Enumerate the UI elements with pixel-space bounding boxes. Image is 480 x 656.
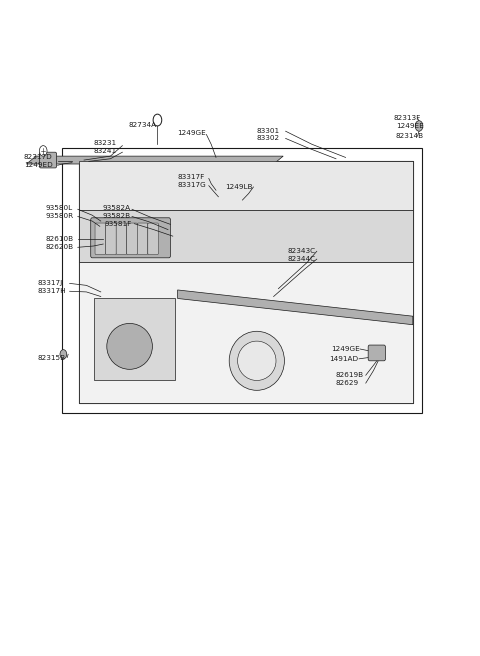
Text: 83301: 83301 <box>257 128 280 134</box>
Text: 82343C: 82343C <box>287 248 315 255</box>
Ellipse shape <box>229 331 285 390</box>
FancyBboxPatch shape <box>116 223 127 255</box>
Text: 93580L: 93580L <box>46 205 73 211</box>
Text: 82317D: 82317D <box>24 154 53 161</box>
Text: 83317F: 83317F <box>178 174 205 180</box>
FancyBboxPatch shape <box>39 152 57 168</box>
Circle shape <box>153 114 162 126</box>
Text: 1249LB: 1249LB <box>226 184 253 190</box>
Text: 82344C: 82344C <box>287 256 315 262</box>
Polygon shape <box>94 298 175 380</box>
Text: 82314B: 82314B <box>396 133 424 139</box>
Circle shape <box>415 121 423 131</box>
Text: 93581F: 93581F <box>105 220 132 227</box>
FancyBboxPatch shape <box>91 218 170 258</box>
Polygon shape <box>79 262 413 403</box>
Text: 82313F: 82313F <box>394 115 421 121</box>
Ellipse shape <box>238 341 276 380</box>
Text: 82619B: 82619B <box>336 372 364 379</box>
Text: 1249GE: 1249GE <box>178 130 206 136</box>
Text: 1249GE: 1249GE <box>331 346 360 352</box>
Circle shape <box>39 146 47 156</box>
Text: 82629: 82629 <box>336 380 359 386</box>
Polygon shape <box>178 290 413 325</box>
Text: 93582B: 93582B <box>102 213 131 219</box>
Text: 93580R: 93580R <box>46 213 74 219</box>
Text: 1249EE: 1249EE <box>396 123 424 129</box>
Text: 83317G: 83317G <box>178 182 206 188</box>
FancyBboxPatch shape <box>106 223 116 255</box>
FancyBboxPatch shape <box>127 223 137 255</box>
Text: 93582A: 93582A <box>102 205 131 211</box>
Text: 1491AD: 1491AD <box>329 356 358 362</box>
FancyBboxPatch shape <box>95 223 106 255</box>
FancyBboxPatch shape <box>368 345 385 361</box>
Text: 82315B: 82315B <box>37 354 66 361</box>
FancyBboxPatch shape <box>148 223 158 255</box>
Text: 82620B: 82620B <box>46 244 74 251</box>
Polygon shape <box>79 210 413 262</box>
Text: 83317J: 83317J <box>37 280 63 287</box>
Circle shape <box>60 350 67 359</box>
Polygon shape <box>26 156 283 164</box>
Text: 83302: 83302 <box>257 135 280 142</box>
Text: 82610B: 82610B <box>46 236 74 243</box>
Polygon shape <box>79 161 413 403</box>
Text: 1249ED: 1249ED <box>24 162 53 169</box>
Ellipse shape <box>107 323 153 369</box>
Text: 83241: 83241 <box>94 148 117 154</box>
FancyBboxPatch shape <box>137 223 148 255</box>
Text: 83231: 83231 <box>94 140 117 146</box>
Text: 82734A: 82734A <box>129 121 157 128</box>
Polygon shape <box>79 161 413 210</box>
Text: 83317H: 83317H <box>37 288 66 295</box>
